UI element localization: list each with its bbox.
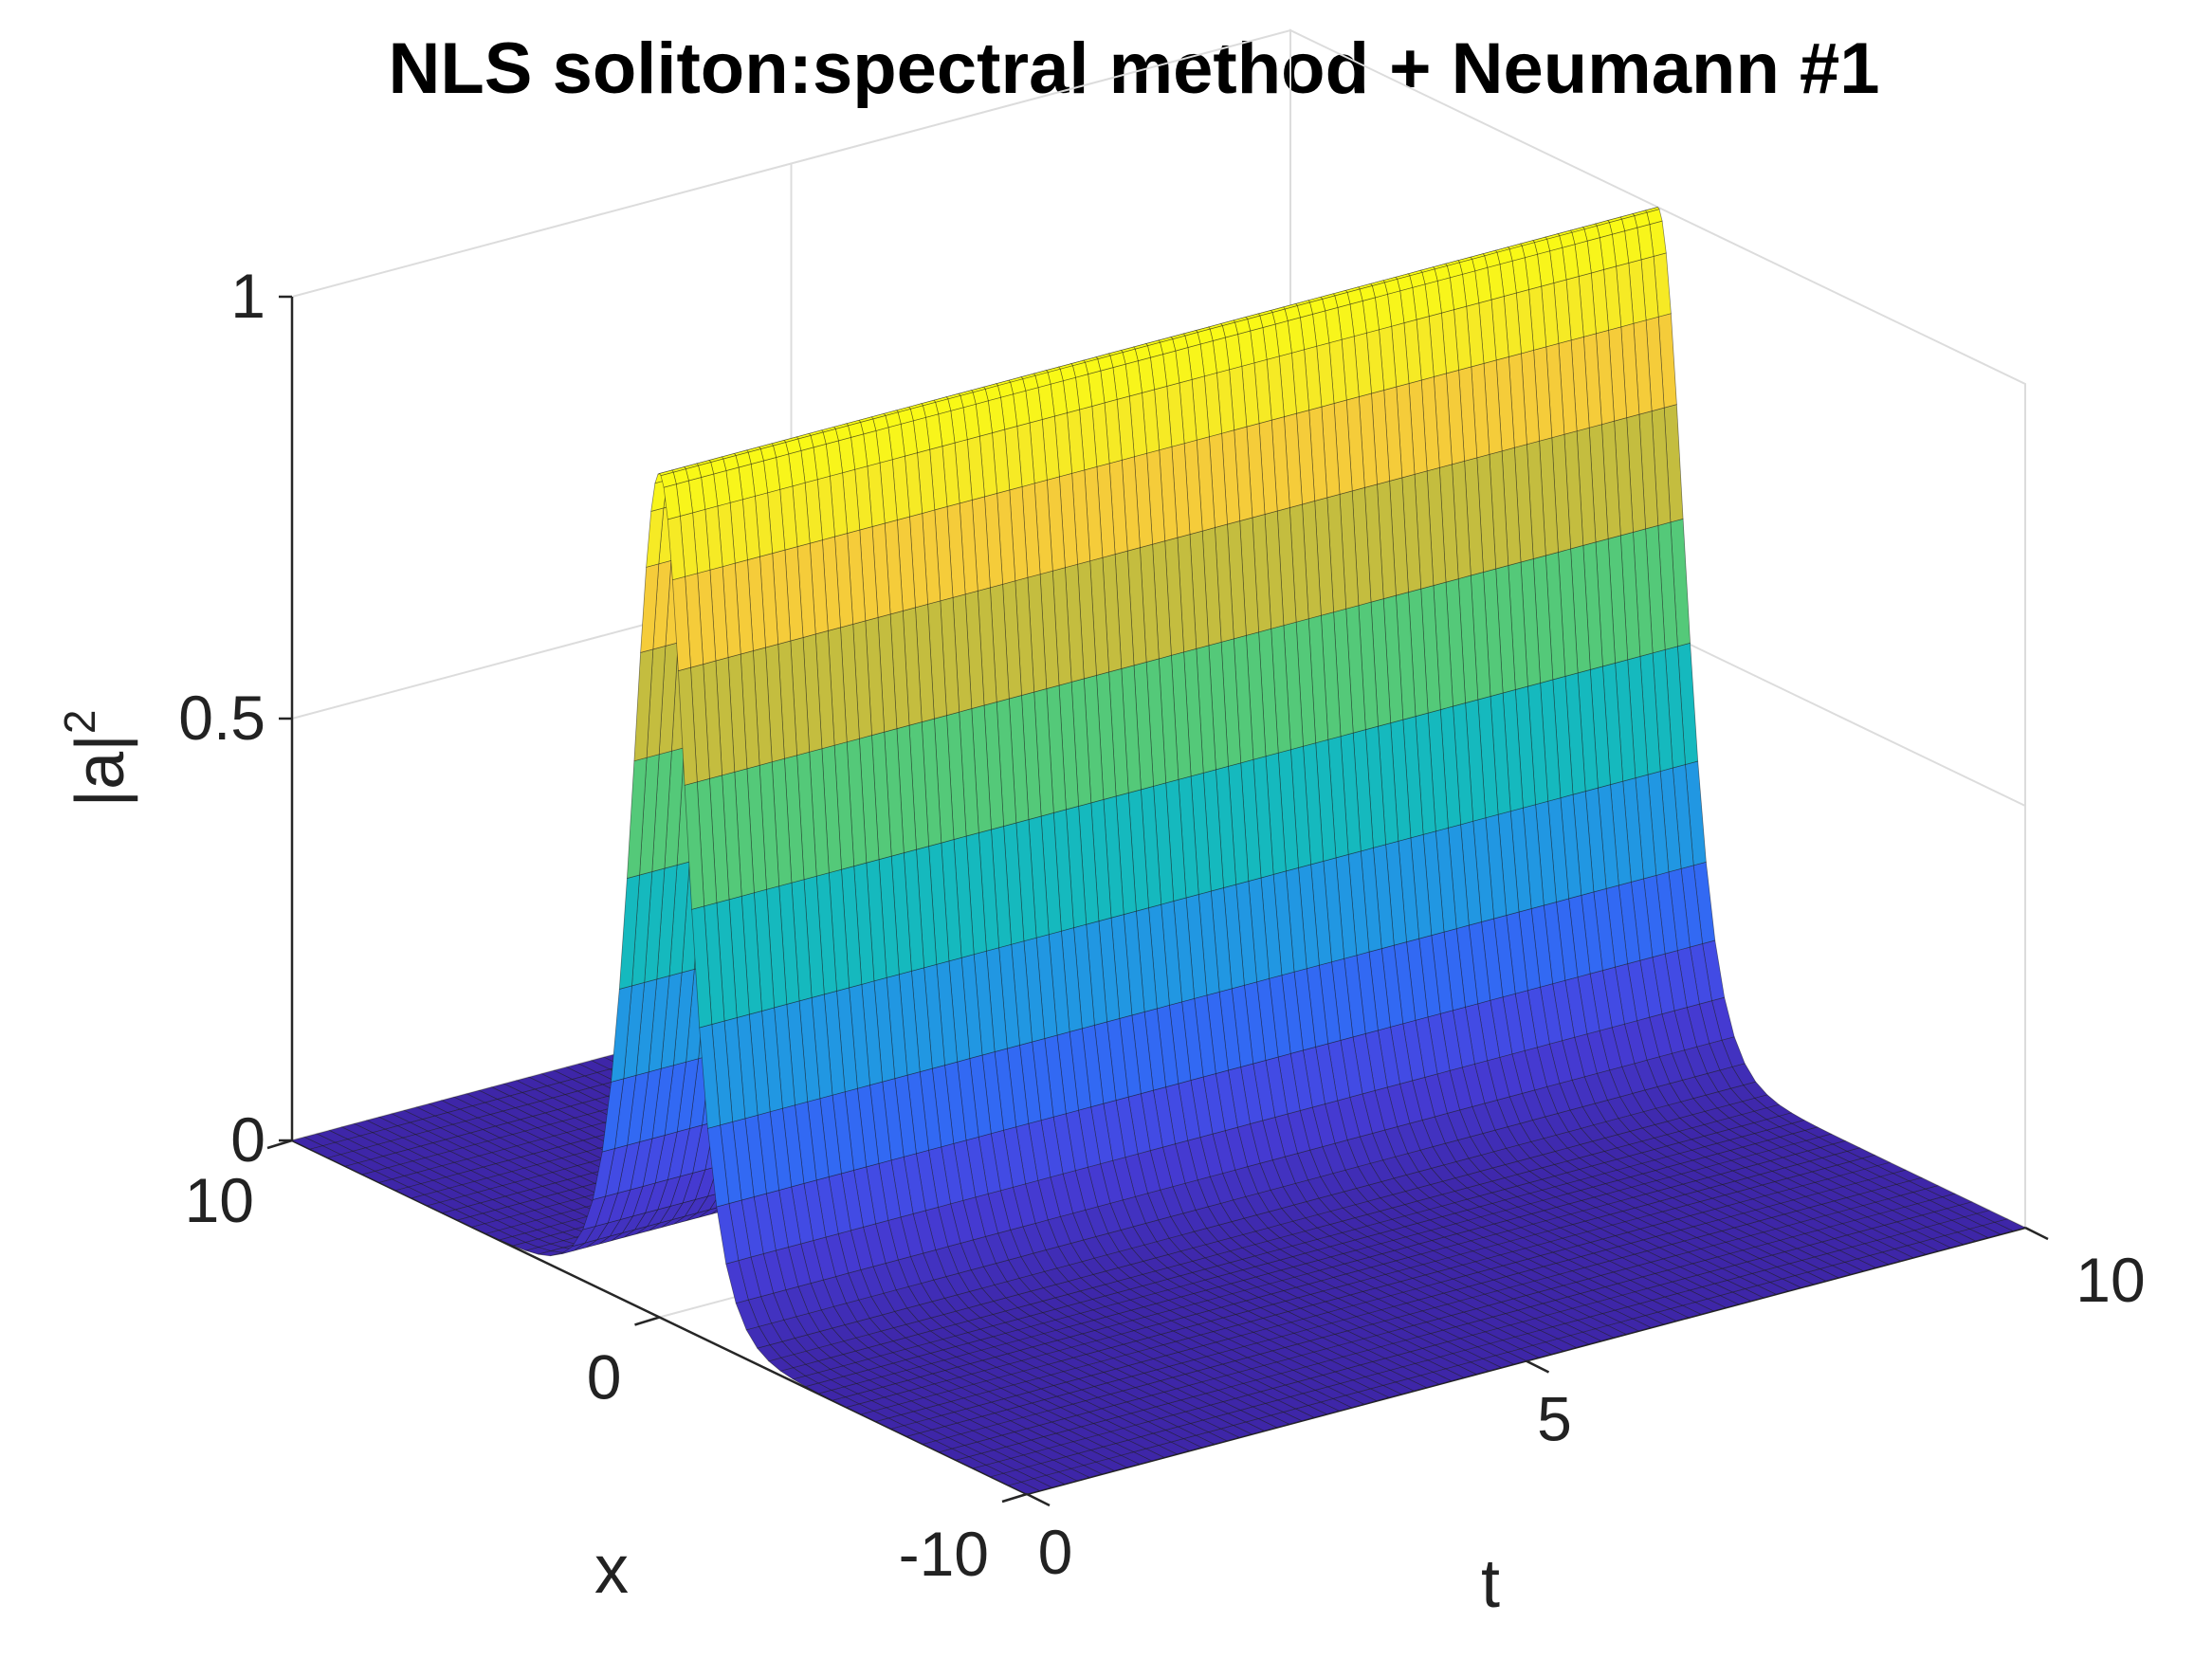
chart-title: NLS soliton:spectral method + Neumann #1 [388,28,1879,109]
surface-plot [290,207,2027,1495]
